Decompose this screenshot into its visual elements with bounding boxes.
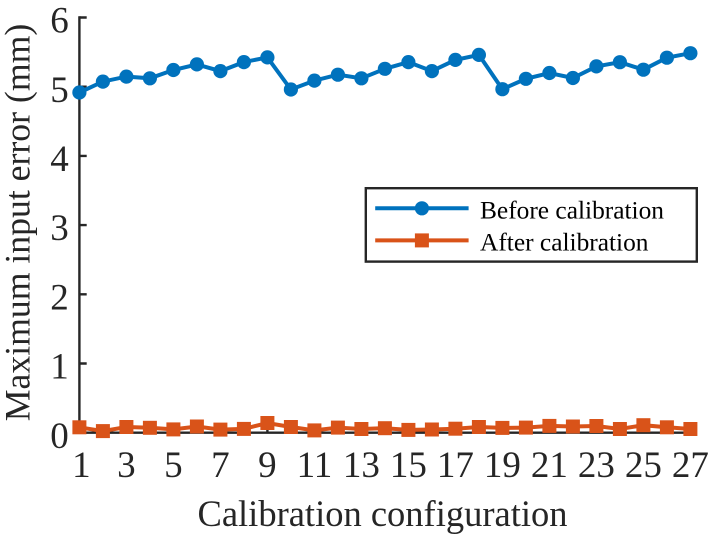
svg-text:3: 3 (117, 445, 136, 486)
svg-text:1: 1 (72, 445, 91, 486)
svg-text:23: 23 (578, 445, 615, 486)
svg-text:5: 5 (50, 70, 69, 111)
svg-text:15: 15 (390, 445, 427, 486)
svg-text:Before calibration: Before calibration (480, 197, 664, 225)
svg-text:21: 21 (531, 445, 568, 486)
svg-text:7: 7 (211, 445, 230, 486)
svg-text:Maximum input error (mm): Maximum input error (mm) (0, 24, 38, 421)
svg-text:25: 25 (625, 445, 662, 486)
svg-text:19: 19 (484, 445, 521, 486)
svg-text:13: 13 (343, 445, 380, 486)
svg-text:6: 6 (50, 1, 69, 42)
svg-text:5: 5 (164, 445, 183, 486)
svg-text:4: 4 (50, 139, 69, 180)
svg-text:17: 17 (437, 445, 474, 486)
svg-text:Calibration configuration: Calibration configuration (198, 493, 568, 534)
svg-text:0: 0 (50, 416, 69, 457)
svg-text:3: 3 (50, 208, 69, 249)
svg-text:11: 11 (297, 445, 333, 486)
svg-text:After calibration: After calibration (480, 229, 649, 257)
svg-text:2: 2 (50, 277, 69, 318)
svg-text:1: 1 (50, 347, 69, 388)
svg-text:27: 27 (672, 445, 709, 486)
svg-text:9: 9 (258, 445, 277, 486)
